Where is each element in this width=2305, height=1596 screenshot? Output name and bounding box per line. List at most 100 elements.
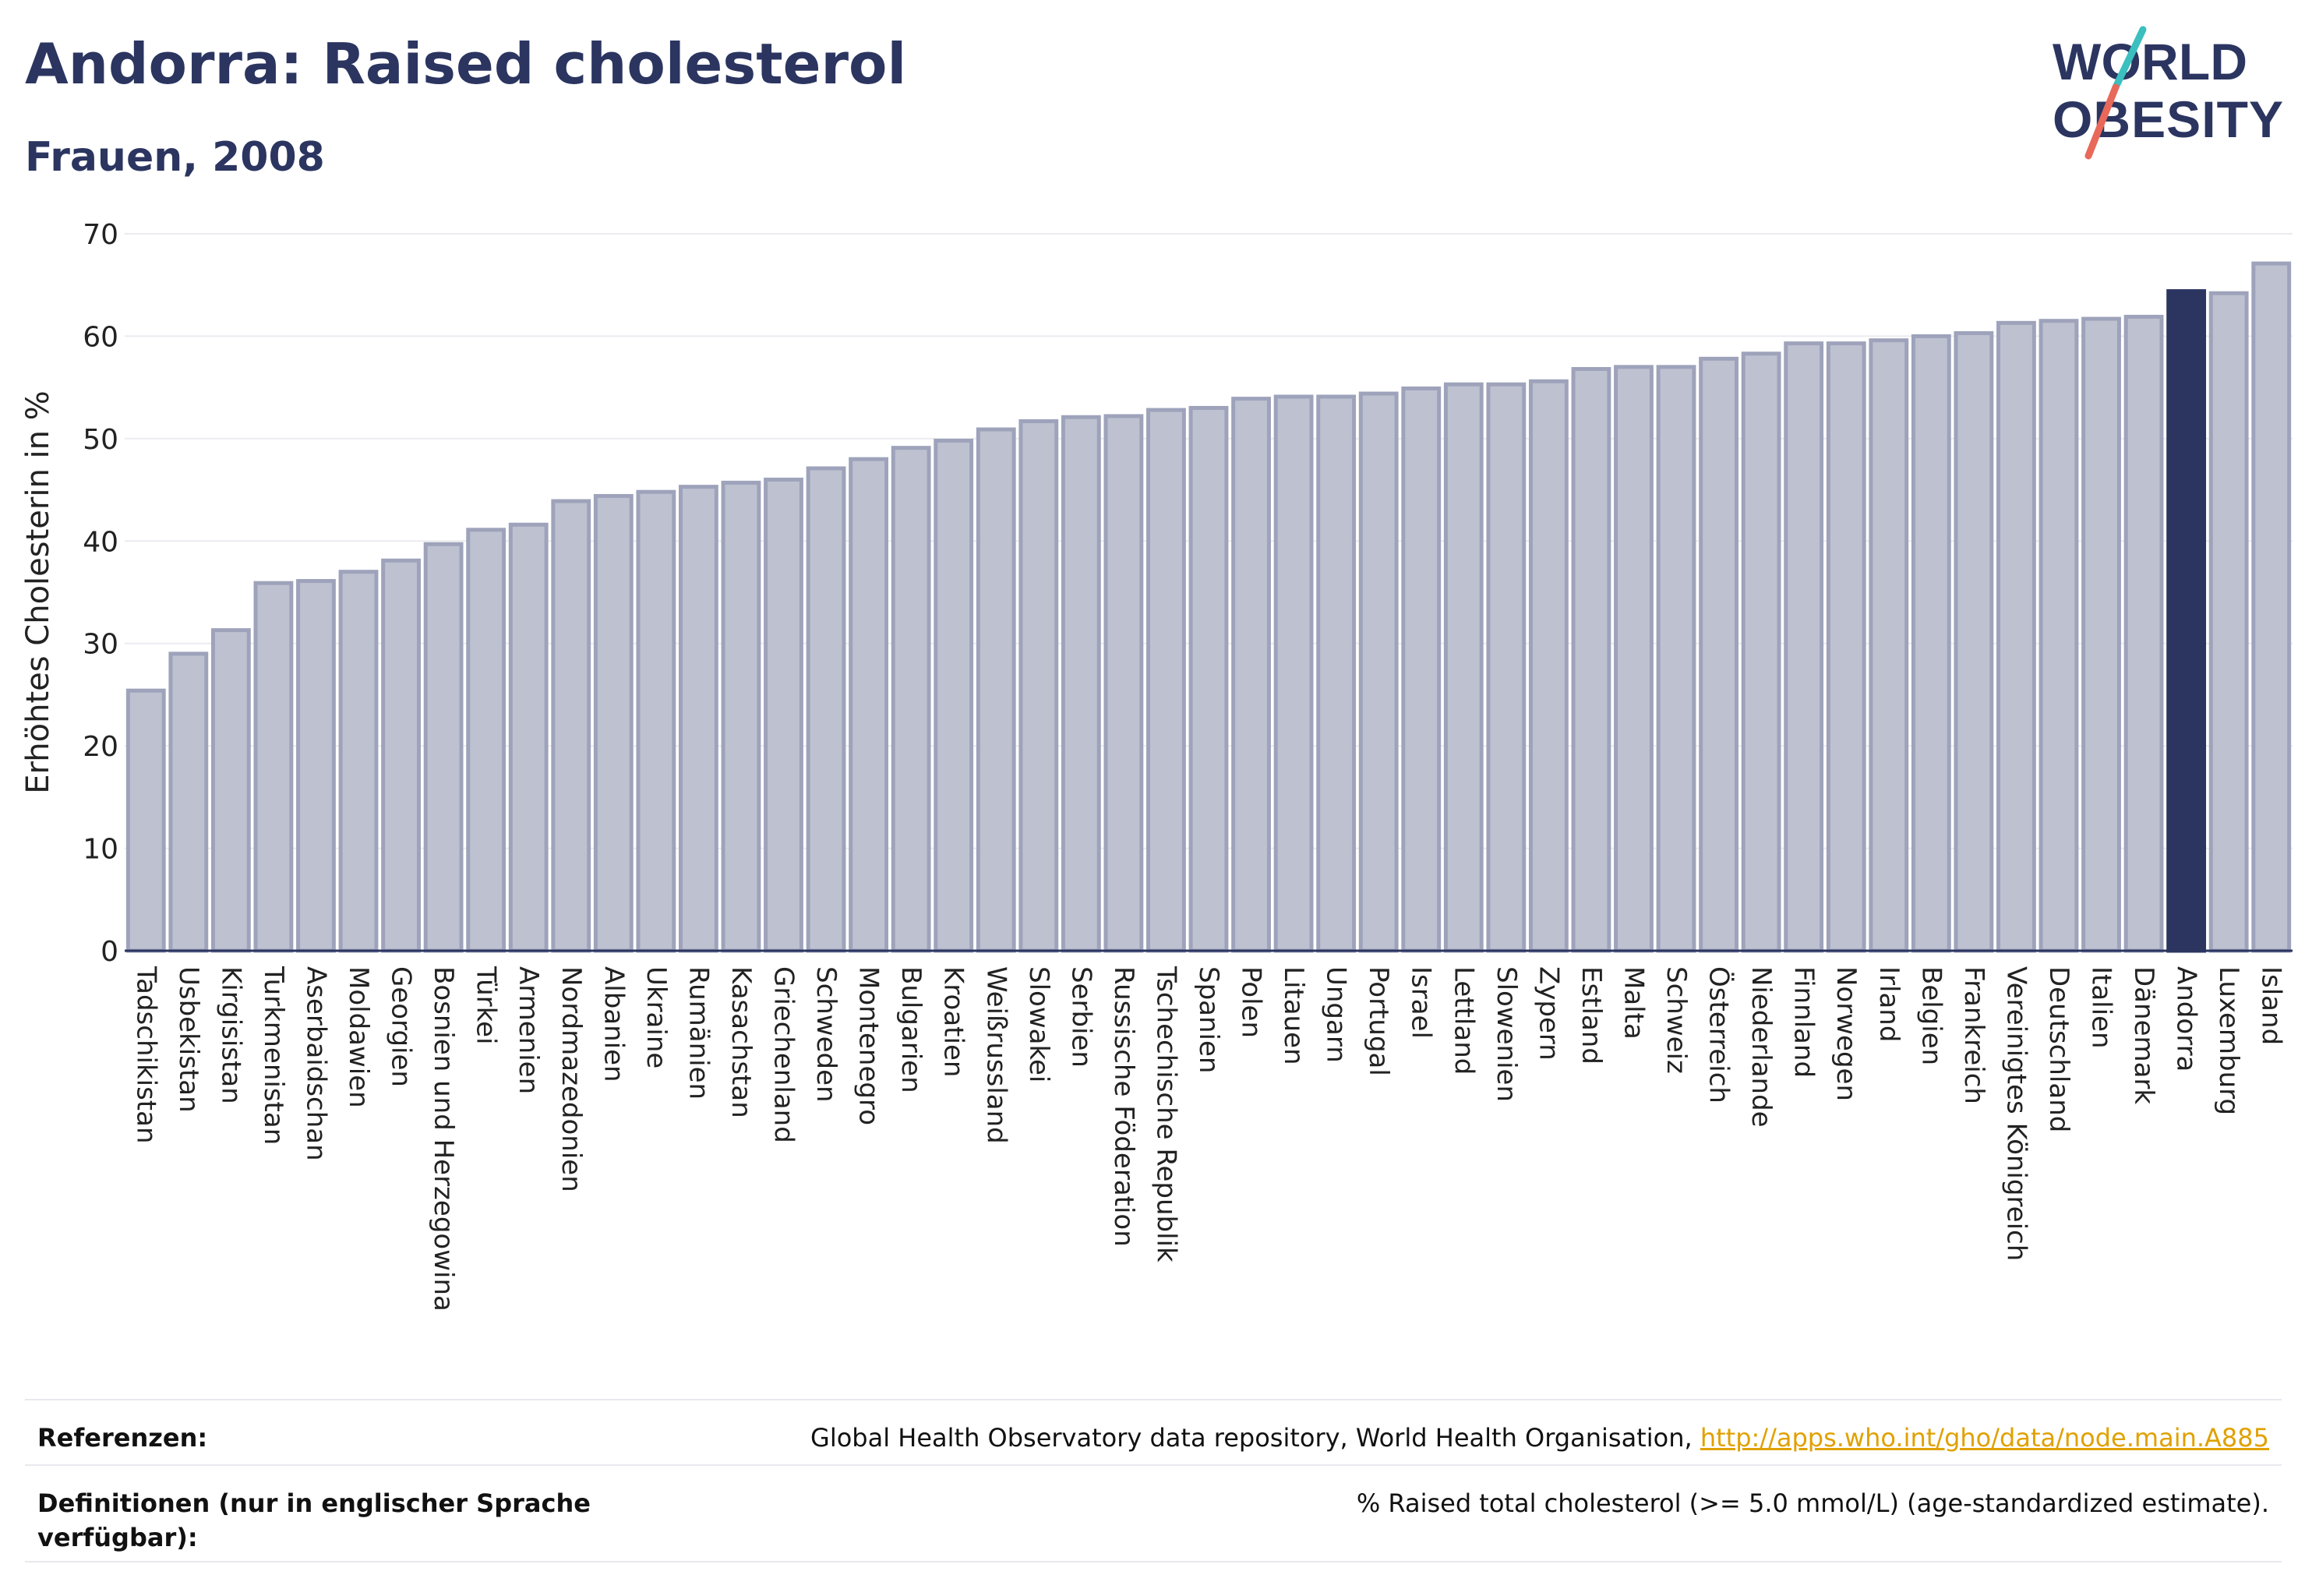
references-label: Referenzen:: [37, 1423, 208, 1453]
bar-chart: 0 10 20 30 40 50 60 70 Tadschikistan Usbekistan K…: [20, 219, 2293, 1312]
bar-armenien[interactable]: [508, 522, 549, 953]
x-tick-label: Zypern: [1533, 966, 1564, 1061]
x-tick-label: Aserbaidschan: [300, 966, 331, 1161]
bar-deutschland[interactable]: [2038, 319, 2079, 953]
bar-rumänien[interactable]: [679, 485, 718, 953]
bar-weißrussland[interactable]: [976, 427, 1016, 953]
x-tick-labels: Tadschikistan Usbekistan Kirgisistan Turkme…: [130, 966, 2286, 1312]
definitions-row: Definitionen (nur in englischer Sprache …: [25, 1464, 2282, 1562]
bar-montenegro[interactable]: [849, 457, 889, 953]
bar-niederlande[interactable]: [1741, 351, 1781, 953]
bar-lettland[interactable]: [1443, 382, 1484, 953]
x-tick-label: Schweiz: [1661, 966, 1692, 1074]
y-tick-label: 70: [83, 219, 118, 251]
bar-moldawien[interactable]: [338, 570, 379, 953]
bar-griechenland[interactable]: [764, 477, 803, 953]
y-tick-label: 60: [83, 321, 118, 353]
x-tick-label: Weißrussland: [980, 966, 1011, 1144]
bar-schweden[interactable]: [806, 466, 846, 953]
bar-slowakei[interactable]: [1018, 419, 1059, 953]
bar-irland[interactable]: [1869, 338, 1909, 953]
x-tick-label: Rumänien: [683, 966, 714, 1100]
bar-italien[interactable]: [2081, 316, 2121, 953]
bar-kirgisistan[interactable]: [210, 628, 251, 953]
bar-usbekistan[interactable]: [168, 651, 209, 953]
bar-slowenien[interactable]: [1486, 382, 1527, 953]
x-tick-label: Irland: [1873, 966, 1904, 1042]
bar-luxemburg[interactable]: [2208, 291, 2249, 953]
references-row: Referenzen: Global Health Observatory da…: [25, 1399, 2282, 1464]
bar-finnland[interactable]: [1784, 341, 1824, 953]
x-tick-label: Kasachstan: [725, 966, 757, 1118]
x-tick-label: Portugal: [1363, 966, 1394, 1076]
x-tick-label: Kirgisistan: [215, 966, 246, 1104]
references-text: Global Health Observatory data repositor…: [810, 1423, 1700, 1453]
bar-spanien[interactable]: [1188, 405, 1229, 953]
bar-kroatien[interactable]: [934, 438, 974, 953]
x-tick-label: Tschechische Republik: [1150, 966, 1181, 1262]
x-tick-label: Montenegro: [853, 966, 884, 1125]
y-tick-label: 20: [83, 731, 118, 763]
bar-dänemark[interactable]: [2123, 314, 2164, 953]
bar-tschechische-republik[interactable]: [1146, 408, 1186, 953]
bar-russische-föderation[interactable]: [1103, 414, 1144, 953]
bar-österreich[interactable]: [1699, 356, 1738, 953]
bar-schweiz[interactable]: [1656, 365, 1696, 953]
bar-albanien[interactable]: [593, 493, 634, 953]
y-tick-label: 0: [101, 936, 118, 968]
x-tick-label: Albanien: [598, 966, 629, 1082]
x-tick-label: Georgien: [386, 966, 417, 1087]
x-tick-label: Nordmazedonien: [556, 966, 587, 1192]
bar-vereinigtes-königreich[interactable]: [1996, 320, 2036, 953]
bar-serbien[interactable]: [1061, 415, 1101, 953]
x-tick-label: Turkmenistan: [258, 966, 289, 1145]
bar-norwegen[interactable]: [1826, 341, 1866, 953]
bars: [125, 261, 2292, 953]
bar-aserbaidschan[interactable]: [296, 579, 336, 953]
bar-estland[interactable]: [1571, 366, 1611, 953]
bar-belgien[interactable]: [1911, 334, 1951, 953]
bar-tadschikistan[interactable]: [125, 688, 166, 953]
bar-andorra[interactable]: [2166, 289, 2207, 953]
bar-kasachstan[interactable]: [721, 480, 761, 953]
bar-zypern[interactable]: [1528, 379, 1569, 953]
x-tick-label: Israel: [1406, 966, 1437, 1039]
bar-georgien[interactable]: [381, 558, 421, 953]
x-tick-label: Estland: [1576, 966, 1607, 1065]
x-tick-label: Dänemark: [2128, 966, 2159, 1104]
bar-ukraine[interactable]: [636, 489, 676, 953]
x-tick-label: Griechenland: [768, 966, 800, 1143]
bar-nordmazedonien[interactable]: [551, 499, 591, 953]
bar-portugal[interactable]: [1358, 391, 1399, 953]
bar-polen[interactable]: [1231, 397, 1271, 953]
x-tick-label: Bulgarien: [895, 966, 927, 1093]
bar-island[interactable]: [2251, 261, 2292, 953]
x-tick-label: Serbien: [1065, 966, 1096, 1068]
bar-türkei[interactable]: [466, 528, 507, 953]
x-tick-label: Norwegen: [1830, 966, 1862, 1101]
x-tick-label: Litauen: [1278, 966, 1309, 1065]
x-tick-label: Ukraine: [641, 966, 672, 1068]
bar-turkmenistan[interactable]: [253, 581, 294, 953]
x-tick-label: Spanien: [1193, 966, 1224, 1073]
bar-malta[interactable]: [1614, 365, 1654, 953]
x-tick-label: Slowakei: [1023, 966, 1054, 1082]
x-tick-label: Bosnien und Herzegowina: [428, 966, 459, 1312]
references-table: Referenzen: Global Health Observatory da…: [25, 1399, 2282, 1562]
bar-ungarn[interactable]: [1316, 394, 1357, 953]
bar-litauen[interactable]: [1273, 394, 1314, 953]
x-tick-label: Polen: [1236, 966, 1267, 1038]
bar-israel[interactable]: [1401, 386, 1442, 953]
references-link[interactable]: http://apps.who.int/gho/data/node.main.A…: [1700, 1423, 2269, 1453]
bar-bulgarien[interactable]: [891, 446, 931, 953]
y-tick-label: 50: [83, 424, 118, 456]
x-tick-label: Deutschland: [2043, 966, 2074, 1132]
x-tick-label: Kroatien: [938, 966, 969, 1077]
x-tick-label: Armenien: [513, 966, 544, 1094]
logo-line2: OBESITY: [2053, 90, 2283, 148]
bar-bosnien-und-herzegowina[interactable]: [423, 542, 464, 953]
references-value: Global Health Observatory data repositor…: [810, 1421, 2269, 1455]
x-tick-label: Belgien: [1915, 966, 1947, 1065]
bar-frankreich[interactable]: [1954, 330, 1994, 953]
x-tick-label: Tadschikistan: [130, 966, 161, 1144]
